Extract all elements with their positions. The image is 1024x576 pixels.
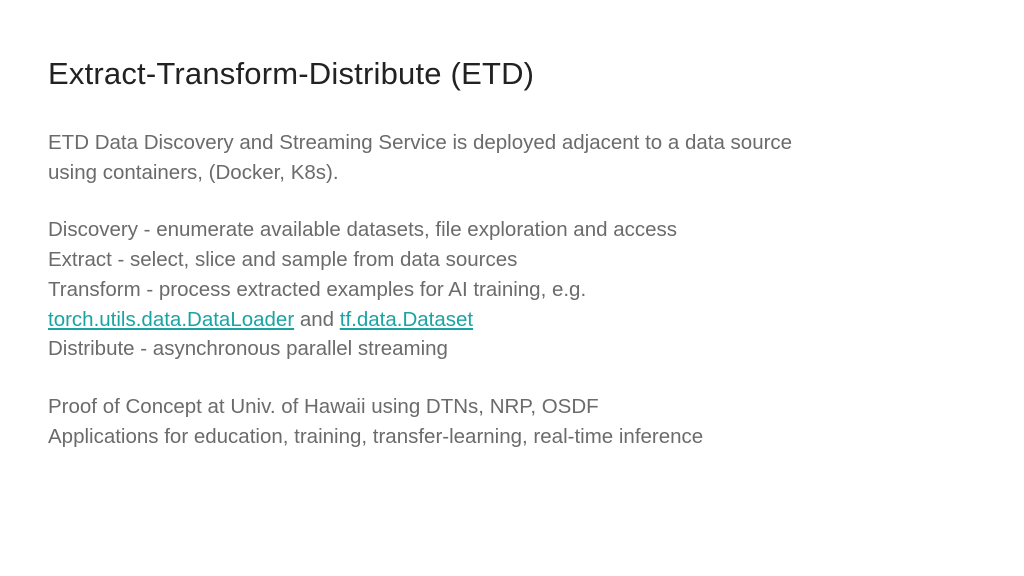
between-links-text: and xyxy=(294,308,340,331)
slide-body: ETD Data Discovery and Streaming Service… xyxy=(48,128,976,451)
discovery-line: Discovery - enumerate available datasets… xyxy=(48,215,976,245)
transform-line-2: torch.utils.data.DataLoader and tf.data.… xyxy=(48,305,976,335)
extract-line: Extract - select, slice and sample from … xyxy=(48,245,976,275)
slide-title: Extract-Transform-Distribute (ETD) xyxy=(48,56,976,92)
intro-line-2: using containers, (Docker, K8s). xyxy=(48,158,976,188)
transform-line-1: Transform - process extracted examples f… xyxy=(48,275,976,305)
slide: Extract-Transform-Distribute (ETD) ETD D… xyxy=(0,0,1024,576)
applications-line: Applications for education, training, tr… xyxy=(48,422,976,452)
tf-dataset-link[interactable]: tf.data.Dataset xyxy=(340,308,473,331)
paragraph-gap xyxy=(48,187,976,215)
torch-dataloader-link[interactable]: torch.utils.data.DataLoader xyxy=(48,308,294,331)
paragraph-gap xyxy=(48,364,976,392)
intro-line-1: ETD Data Discovery and Streaming Service… xyxy=(48,128,976,158)
distribute-line: Distribute - asynchronous parallel strea… xyxy=(48,334,976,364)
poc-line: Proof of Concept at Univ. of Hawaii usin… xyxy=(48,392,976,422)
